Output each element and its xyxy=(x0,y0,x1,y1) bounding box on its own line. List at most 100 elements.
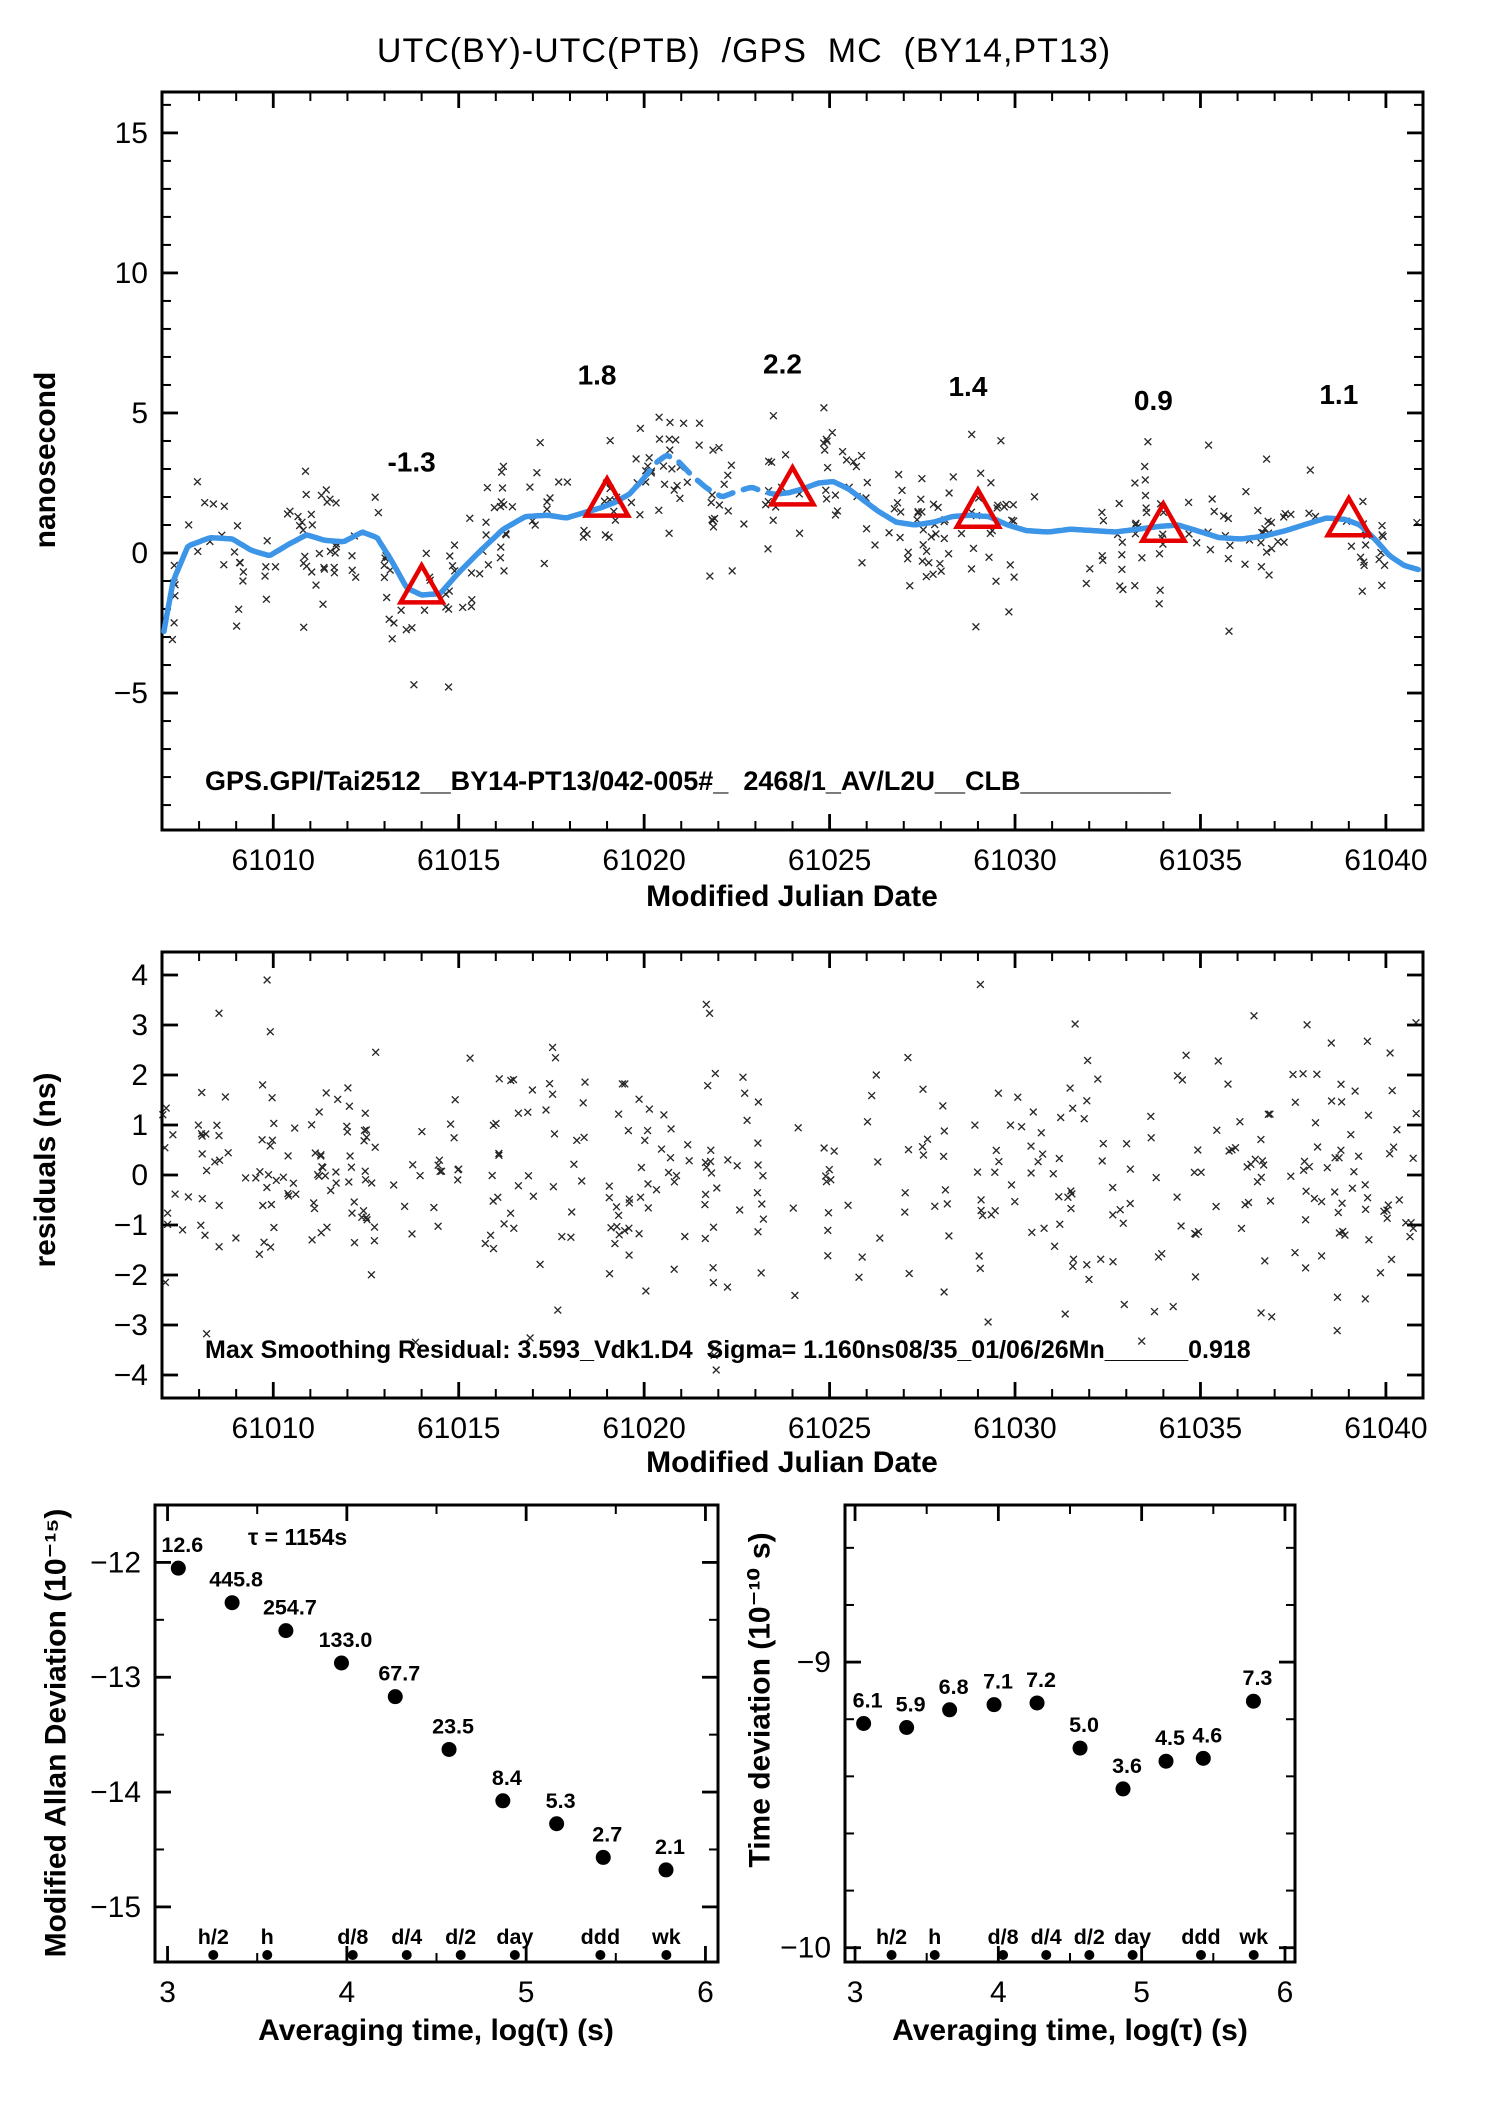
svg-text:1.1: 1.1 xyxy=(1319,379,1358,410)
svg-text:−10: −10 xyxy=(780,1932,831,1965)
svg-text:61035: 61035 xyxy=(1159,1412,1242,1445)
svg-text:4.6: 4.6 xyxy=(1192,1723,1222,1747)
svg-text:−4: −4 xyxy=(114,1359,148,1392)
svg-text:2: 2 xyxy=(131,1059,148,1092)
svg-text:4: 4 xyxy=(990,1976,1007,2009)
svg-text:−14: −14 xyxy=(90,1776,141,1809)
svg-text:−15: −15 xyxy=(90,1891,141,1924)
svg-text:6.8: 6.8 xyxy=(939,1675,969,1699)
svg-text:d/2: d/2 xyxy=(445,1925,476,1949)
svg-text:7.1: 7.1 xyxy=(983,1670,1013,1694)
svg-text:61030: 61030 xyxy=(973,844,1056,877)
svg-text:10: 10 xyxy=(115,257,148,290)
allan-deviation-y-axis-title: Modified Allan Deviation (10⁻¹⁵) xyxy=(39,1508,73,1958)
top-panel-x-axis-title: Modified Julian Date xyxy=(646,880,938,913)
svg-text:7.2: 7.2 xyxy=(1026,1668,1056,1692)
residuals-panel-scatter xyxy=(158,976,1421,1374)
top-panel-smoothed-line xyxy=(765,479,1421,573)
svg-text:254.7: 254.7 xyxy=(263,1596,317,1620)
svg-text:133.0: 133.0 xyxy=(319,1628,373,1652)
page-title: UTC(BY)-UTC(PTB) /GPS MC (BY14,PT13) xyxy=(376,32,1112,70)
top-panel-y-axis-title: nanosecond xyxy=(29,371,62,549)
svg-text:0.9: 0.9 xyxy=(1134,385,1173,416)
svg-text:-1.3: -1.3 xyxy=(387,446,435,477)
svg-text:4: 4 xyxy=(339,1976,356,2009)
allan-deviation-panel-frame: 3 4 5 6 −12 −13 −14 −15 xyxy=(90,1503,720,2009)
allan-deviation-x-axis-title: Averaging time, log(τ) (s) xyxy=(258,2014,614,2047)
svg-text:d/4: d/4 xyxy=(391,1925,422,1949)
svg-text:61020: 61020 xyxy=(602,844,685,877)
svg-text:3: 3 xyxy=(131,1009,148,1042)
svg-text:d/8: d/8 xyxy=(337,1925,368,1949)
svg-text:2.7: 2.7 xyxy=(592,1822,622,1846)
svg-text:61035: 61035 xyxy=(1159,844,1242,877)
svg-text:day: day xyxy=(1114,1925,1151,1949)
svg-text:4.5: 4.5 xyxy=(1155,1726,1185,1750)
svg-text:61010: 61010 xyxy=(232,844,315,877)
svg-text:6.1: 6.1 xyxy=(853,1689,883,1713)
top-panel-frame: 61010 61015 61020 61025 61030 61035 61040 −5 0 5 1… xyxy=(114,90,1428,877)
time-deviation-panel-frame: 3 4 5 6 −9 −10 xyxy=(780,1503,1297,2009)
svg-text:445.8: 445.8 xyxy=(209,1568,263,1592)
svg-text:12.6: 12.6 xyxy=(161,1533,203,1557)
svg-text:4: 4 xyxy=(131,959,148,992)
svg-text:1.4: 1.4 xyxy=(948,371,987,402)
svg-text:8.4: 8.4 xyxy=(492,1766,522,1790)
svg-text:61030: 61030 xyxy=(973,1412,1056,1445)
svg-text:61015: 61015 xyxy=(417,1412,500,1445)
time-deviation-panel-tau-markers: h/2 h d/8 d/4 d/2 day ddd wk xyxy=(876,1925,1268,1960)
svg-text:−1: −1 xyxy=(114,1209,148,1242)
svg-text:h/2: h/2 xyxy=(198,1925,229,1949)
svg-text:6: 6 xyxy=(697,1976,714,2009)
time-deviation-panel-points: 6.1 5.9 6.8 7.1 7.2 5.0 3.6 4.5 4.6 7.3 xyxy=(853,1666,1272,1797)
svg-text:h: h xyxy=(928,1925,941,1949)
svg-text:61025: 61025 xyxy=(788,844,871,877)
svg-text:5.9: 5.9 xyxy=(896,1693,926,1717)
svg-text:61040: 61040 xyxy=(1344,844,1427,877)
svg-text:d/4: d/4 xyxy=(1031,1925,1062,1949)
allan-deviation-panel-tau-markers: h/2 h d/8 d/4 d/2 day ddd wk xyxy=(198,1925,681,1960)
svg-text:61040: 61040 xyxy=(1344,1412,1427,1445)
top-panel-scatter xyxy=(168,403,1421,691)
svg-text:3: 3 xyxy=(847,1976,864,2009)
svg-text:2.2: 2.2 xyxy=(763,348,802,379)
svg-text:ddd: ddd xyxy=(581,1925,620,1949)
svg-text:−5: −5 xyxy=(114,677,148,710)
svg-text:6: 6 xyxy=(1277,1976,1294,2009)
svg-text:61020: 61020 xyxy=(602,1412,685,1445)
svg-text:2.1: 2.1 xyxy=(655,1835,685,1859)
residuals-panel-y-axis-title: residuals (ns) xyxy=(29,1072,62,1268)
residuals-panel-x-axis-title: Modified Julian Date xyxy=(646,1446,938,1479)
svg-text:wk: wk xyxy=(651,1925,681,1949)
svg-text:h/2: h/2 xyxy=(876,1925,907,1949)
svg-text:61015: 61015 xyxy=(417,844,500,877)
allan-deviation-tau-annotation: τ = 1154s xyxy=(248,1524,348,1550)
svg-text:61025: 61025 xyxy=(788,1412,871,1445)
svg-text:−12: −12 xyxy=(90,1546,141,1579)
svg-text:−2: −2 xyxy=(114,1259,148,1292)
svg-text:d/2: d/2 xyxy=(1074,1925,1105,1949)
svg-text:0: 0 xyxy=(131,537,148,570)
svg-text:5: 5 xyxy=(131,397,148,430)
top-panel-smoothed-line xyxy=(637,452,771,500)
svg-text:wk: wk xyxy=(1238,1925,1268,1949)
top-panel-calibration-markers: -1.3 1.8 2.2 1.4 0.9 1.1 xyxy=(387,348,1374,605)
svg-text:−9: −9 xyxy=(797,1646,831,1679)
residuals-panel-frame: 61010 61015 61020 61025 61030 61035 61040 −4 −3 −… xyxy=(114,950,1428,1445)
svg-text:1.8: 1.8 xyxy=(578,360,617,391)
svg-text:day: day xyxy=(496,1925,533,1949)
svg-text:1: 1 xyxy=(131,1109,148,1142)
svg-text:15: 15 xyxy=(115,117,148,150)
svg-text:5.0: 5.0 xyxy=(1069,1713,1099,1737)
svg-text:3.6: 3.6 xyxy=(1112,1754,1142,1778)
svg-text:−13: −13 xyxy=(90,1661,141,1694)
time-deviation-y-axis-title: Time deviation (10⁻¹⁰ s) xyxy=(743,1532,777,1868)
svg-text:ddd: ddd xyxy=(1181,1925,1220,1949)
svg-text:h: h xyxy=(261,1925,274,1949)
svg-text:5: 5 xyxy=(518,1976,535,2009)
svg-text:23.5: 23.5 xyxy=(432,1714,474,1738)
top-panel-annotation: GPS.GPI/Tai2512__BY14-PT13/042-005#_ 246… xyxy=(205,766,1171,796)
svg-text:5.3: 5.3 xyxy=(546,1789,576,1813)
time-deviation-x-axis-title: Averaging time, log(τ) (s) xyxy=(892,2014,1248,2047)
